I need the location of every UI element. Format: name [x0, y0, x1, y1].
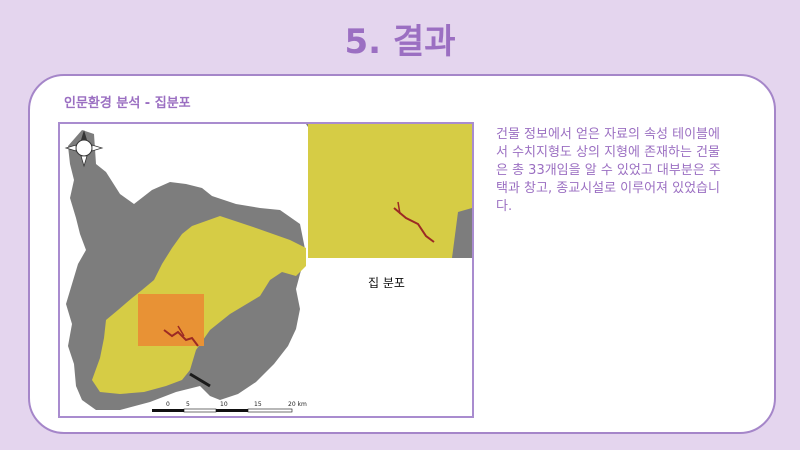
slide-title: 5. 결과 [344, 22, 456, 62]
map-figure: 집 분포 0 5 10 15 20 km [58, 122, 474, 418]
compass-rose-icon [64, 130, 104, 168]
building-cluster [177, 325, 185, 337]
inset-label: 집 분포 [368, 276, 405, 290]
inset-map [308, 124, 472, 258]
inset-buildings [393, 207, 435, 243]
building-cluster [163, 329, 199, 347]
scale-tick-label: 20 km [288, 401, 307, 408]
zoom-area-box [138, 294, 204, 346]
inset-buildings [397, 201, 401, 215]
scale-tick-label: 0 [166, 401, 170, 408]
building-cluster [189, 372, 211, 388]
scale-tick-label: 5 [186, 401, 190, 408]
description-text: 건물 정보에서 얻은 자료의 속성 테이블에서 수치지형도 상의 지형에 존재하… [496, 127, 721, 214]
inset-terrain [452, 208, 472, 258]
scale-bar [152, 408, 293, 413]
scale-tick-label: 15 [254, 401, 262, 408]
section-subtitle: 인문환경 분석 - 집분포 [64, 96, 191, 111]
scale-tick-label: 10 [220, 401, 228, 408]
map-canvas [64, 124, 472, 413]
